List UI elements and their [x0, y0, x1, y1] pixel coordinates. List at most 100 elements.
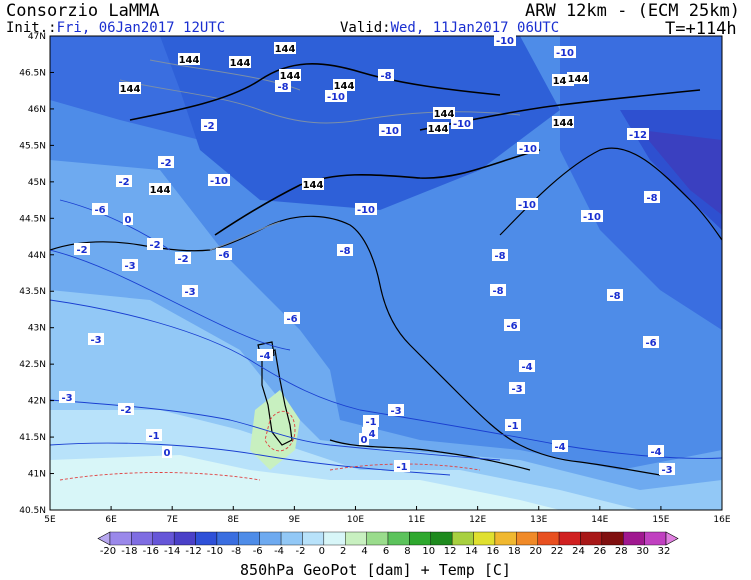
- valid-label: Valid:: [340, 20, 391, 36]
- geopot-label: 144: [552, 116, 574, 129]
- lon-label: 11E: [408, 515, 425, 525]
- colorbar-tick-label: 30: [636, 546, 649, 557]
- geopot-label: 144: [427, 122, 449, 135]
- colorbar-tick-label: -2: [295, 546, 306, 557]
- colorbar-tick-label: 22: [550, 546, 564, 557]
- colorbar-swatch: [131, 531, 153, 546]
- lat-label: 46.5N: [19, 68, 46, 78]
- temperature-label: 0: [162, 446, 172, 459]
- temperature-label: -3: [88, 333, 104, 346]
- colorbar-tick-label: -8: [231, 546, 242, 557]
- temperature-label: -8: [337, 244, 353, 257]
- temperature-label: -2: [158, 156, 174, 169]
- colorbar-swatch: [516, 531, 538, 546]
- temperature-field: [50, 36, 722, 510]
- svg-text:0: 0: [164, 448, 171, 459]
- svg-text:-8: -8: [494, 251, 505, 262]
- geopot-label: 144: [279, 69, 301, 82]
- lon-label: 8E: [228, 515, 240, 525]
- colorbar-tick-label: 6: [382, 546, 390, 557]
- svg-text:144: 144: [179, 55, 200, 66]
- svg-text:144: 144: [568, 74, 589, 85]
- temperature-label: -2: [118, 403, 134, 416]
- colorbar-tick-label: -4: [274, 546, 285, 557]
- svg-text:-4: -4: [364, 429, 375, 440]
- temperature-label: -8: [275, 80, 291, 93]
- colorbar-tick-label: 4: [361, 546, 368, 557]
- svg-text:0: 0: [125, 215, 132, 226]
- lon-label: 10E: [347, 515, 364, 525]
- svg-text:-10: -10: [518, 200, 536, 211]
- svg-text:144: 144: [280, 71, 301, 82]
- temperature-label: -4: [552, 440, 568, 453]
- geopot-label: 144: [178, 53, 200, 66]
- colorbar-tick-label: 20: [529, 546, 543, 557]
- svg-text:-10: -10: [381, 126, 399, 137]
- colorbar-tick-label: 16: [486, 546, 500, 557]
- svg-text:144: 144: [150, 185, 171, 196]
- svg-text:144: 144: [553, 76, 574, 87]
- colorbar-tick-label: -14: [163, 546, 181, 557]
- temperature-label: -6: [284, 312, 300, 325]
- lon-label: 9E: [289, 515, 301, 525]
- init-label: Init.:: [6, 20, 57, 36]
- geopot-label: 144: [567, 72, 589, 85]
- colorbar-tick-label: -16: [142, 546, 159, 557]
- svg-text:144: 144: [120, 84, 141, 95]
- lon-label: 14E: [591, 515, 608, 525]
- lat-label: 45N: [28, 178, 46, 188]
- colorbar-swatch: [280, 531, 303, 546]
- colorbar-arrow-right: [665, 531, 679, 546]
- colorbar-swatch: [366, 531, 389, 546]
- svg-text:-3: -3: [511, 384, 522, 395]
- model-info: ARW 12km - (ECM 25km): [525, 1, 740, 21]
- temperature-label: -10: [451, 117, 473, 130]
- colorbar-tick-label: 26: [593, 546, 607, 557]
- svg-text:144: 144: [303, 180, 324, 191]
- temperature-label: -2: [147, 238, 163, 251]
- temperature-label: -3: [59, 391, 75, 404]
- geopot-label: 144: [302, 178, 324, 191]
- colorbar-swatch: [494, 531, 517, 546]
- colorbar-swatch: [623, 531, 645, 546]
- svg-text:-3: -3: [184, 287, 195, 298]
- temperature-label: -8: [607, 289, 623, 302]
- svg-text:-8: -8: [277, 82, 288, 93]
- init-value: Fri, 06Jan2017 12UTC: [56, 20, 226, 36]
- forecast-step: T=+114h: [665, 19, 737, 39]
- temperature-label: -2: [74, 243, 90, 256]
- colorbar-swatch: [259, 531, 282, 546]
- colorbar-tick-label: 32: [657, 546, 671, 557]
- lat-label: 42.5N: [19, 360, 46, 370]
- colorbar-tick-label: 8: [404, 546, 411, 557]
- colorbar-swatch: [430, 531, 453, 546]
- temperature-label: -3: [388, 404, 404, 417]
- temperature-label: -8: [378, 69, 394, 82]
- svg-text:144: 144: [434, 109, 455, 120]
- colorbar-swatch: [387, 531, 410, 546]
- valid-value: Wed, 11Jan2017 06UTC: [390, 20, 560, 36]
- svg-text:144: 144: [230, 58, 251, 69]
- temperature-label: -3: [659, 463, 675, 476]
- svg-text:-3: -3: [390, 406, 401, 417]
- temperature-label: -10: [379, 124, 401, 137]
- svg-text:-3: -3: [661, 465, 672, 476]
- lat-label: 40.5N: [19, 506, 46, 516]
- lat-label: 42N: [28, 397, 46, 407]
- svg-text:-12: -12: [629, 130, 647, 141]
- svg-text:0: 0: [361, 435, 368, 446]
- svg-text:144: 144: [275, 44, 296, 55]
- svg-text:-2: -2: [76, 245, 87, 256]
- colorbar-tick-label: 2: [340, 546, 347, 557]
- svg-text:-8: -8: [646, 193, 657, 204]
- colorbar-swatch: [302, 531, 325, 546]
- geopot-label: 144: [229, 56, 251, 69]
- svg-text:-2: -2: [120, 405, 131, 416]
- lon-label: 15E: [652, 515, 669, 525]
- svg-text:-6: -6: [218, 250, 229, 261]
- colorbar-tick-label: 28: [614, 546, 628, 557]
- lat-label: 44N: [28, 251, 46, 261]
- geopot-label: 144: [333, 79, 355, 92]
- temperature-label: -10: [581, 210, 603, 223]
- temperature-label: -3: [122, 259, 138, 272]
